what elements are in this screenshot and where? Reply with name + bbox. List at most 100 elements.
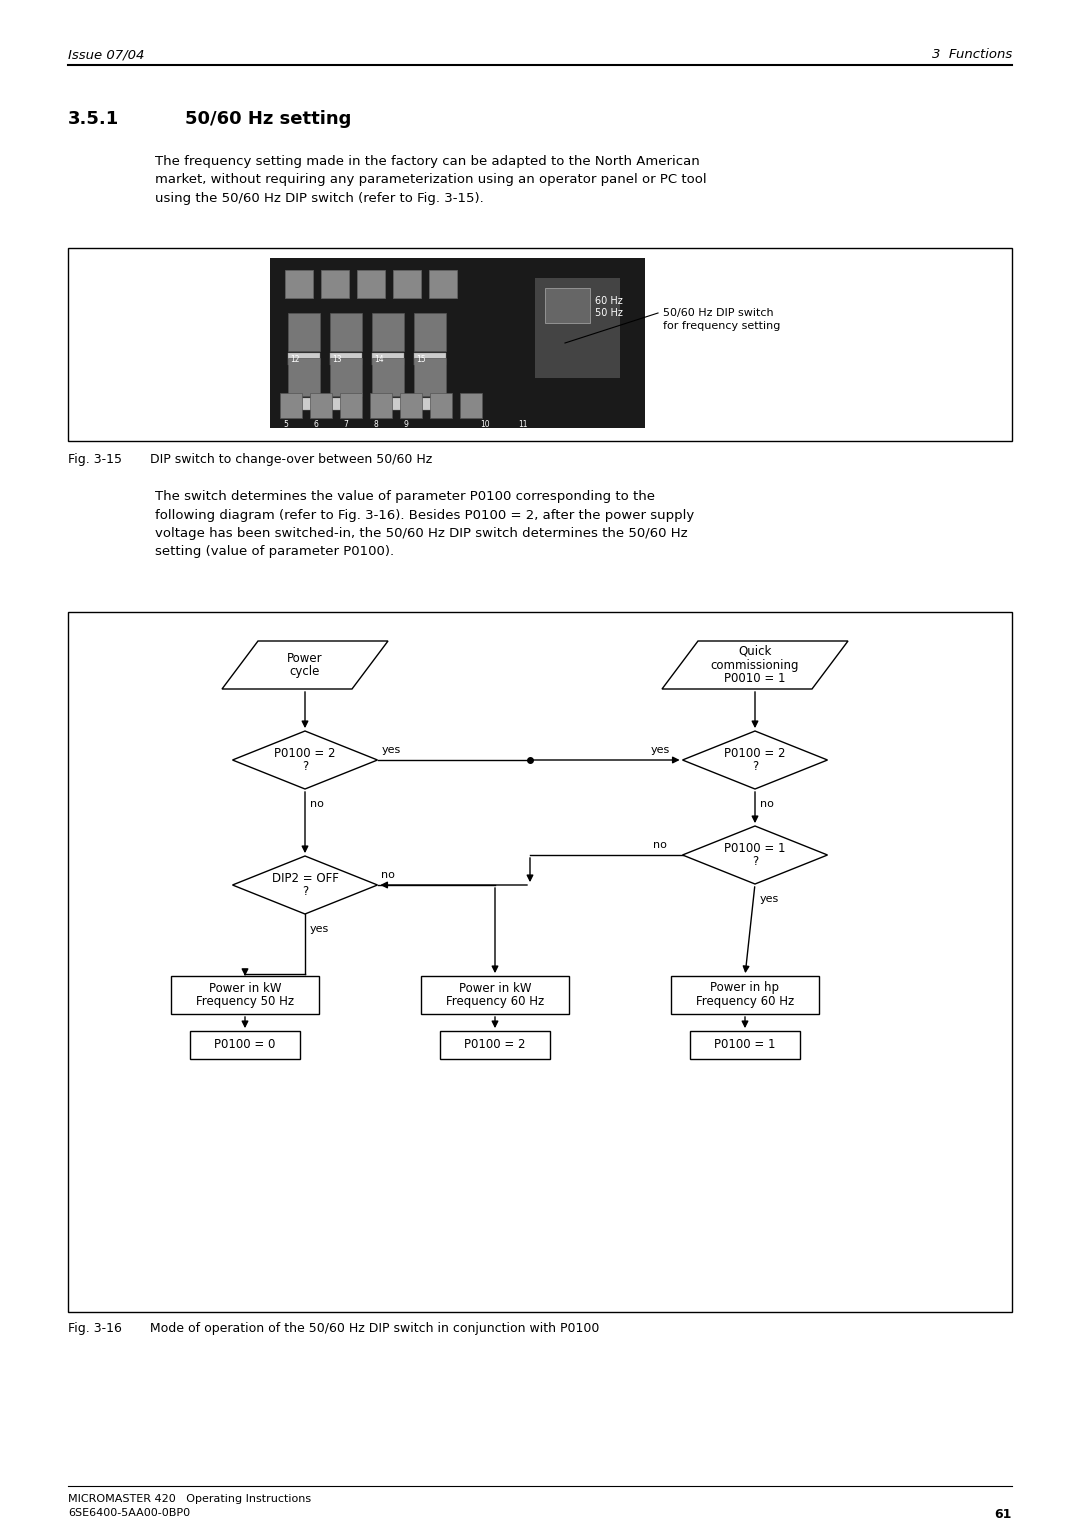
Text: P0100 = 1: P0100 = 1 bbox=[725, 842, 786, 856]
Text: yes: yes bbox=[760, 894, 780, 905]
Bar bbox=[171, 976, 319, 1015]
Text: yes: yes bbox=[381, 746, 401, 755]
Bar bbox=[690, 1031, 800, 1059]
Text: 6SE6400-5AA00-0BP0: 6SE6400-5AA00-0BP0 bbox=[68, 1508, 190, 1517]
Text: Power in hp: Power in hp bbox=[711, 981, 780, 995]
Bar bbox=[372, 397, 404, 410]
Text: 5: 5 bbox=[284, 420, 288, 429]
Bar bbox=[421, 976, 569, 1015]
Text: P0100 = 1: P0100 = 1 bbox=[714, 1039, 775, 1051]
Bar bbox=[68, 613, 1012, 1313]
Text: Power: Power bbox=[287, 651, 323, 665]
Bar bbox=[372, 313, 404, 351]
Polygon shape bbox=[232, 730, 378, 788]
Bar bbox=[414, 313, 446, 351]
Bar bbox=[460, 393, 482, 419]
Text: 10: 10 bbox=[481, 420, 490, 429]
Text: The frequency setting made in the factory can be adapted to the North American
m: The frequency setting made in the factor… bbox=[156, 154, 706, 205]
Bar bbox=[429, 270, 457, 298]
Text: P0100 = 2: P0100 = 2 bbox=[464, 1039, 526, 1051]
Bar bbox=[357, 270, 384, 298]
Text: Frequency 50 Hz: Frequency 50 Hz bbox=[195, 996, 294, 1008]
Bar bbox=[330, 397, 362, 410]
Bar bbox=[68, 248, 1012, 442]
Text: 14: 14 bbox=[374, 354, 383, 364]
Bar bbox=[414, 353, 446, 365]
Text: cycle: cycle bbox=[289, 666, 320, 678]
Bar bbox=[288, 397, 320, 410]
Text: P0100 = 2: P0100 = 2 bbox=[274, 747, 336, 759]
Bar bbox=[660, 309, 789, 358]
Bar bbox=[535, 278, 620, 377]
Bar bbox=[288, 358, 320, 396]
Bar bbox=[370, 393, 392, 419]
Bar bbox=[330, 353, 362, 365]
Text: Power in kW: Power in kW bbox=[459, 981, 531, 995]
Text: 8: 8 bbox=[374, 420, 378, 429]
Bar bbox=[310, 393, 332, 419]
Text: The switch determines the value of parameter P0100 corresponding to the
followin: The switch determines the value of param… bbox=[156, 490, 694, 559]
Text: 7: 7 bbox=[343, 420, 349, 429]
Text: 50/60 Hz DIP switch
for frequency setting: 50/60 Hz DIP switch for frequency settin… bbox=[663, 309, 781, 332]
Polygon shape bbox=[222, 642, 388, 689]
Text: 15: 15 bbox=[416, 354, 426, 364]
Text: ?: ? bbox=[302, 885, 308, 898]
Polygon shape bbox=[662, 642, 848, 689]
Text: no: no bbox=[310, 799, 324, 808]
Bar bbox=[330, 313, 362, 351]
Text: yes: yes bbox=[310, 924, 329, 934]
Text: MICROMASTER 420   Operating Instructions: MICROMASTER 420 Operating Instructions bbox=[68, 1494, 311, 1504]
Bar bbox=[372, 358, 404, 396]
Polygon shape bbox=[683, 730, 827, 788]
Text: ?: ? bbox=[752, 856, 758, 868]
Text: Frequency 60 Hz: Frequency 60 Hz bbox=[696, 996, 794, 1008]
Bar bbox=[372, 353, 404, 365]
Text: commissioning: commissioning bbox=[711, 659, 799, 671]
Bar bbox=[190, 1031, 300, 1059]
Bar bbox=[671, 976, 819, 1015]
Text: 60 Hz: 60 Hz bbox=[595, 296, 623, 306]
Bar bbox=[330, 358, 362, 396]
Text: P0010 = 1: P0010 = 1 bbox=[725, 672, 786, 686]
Text: 12: 12 bbox=[291, 354, 300, 364]
Text: no: no bbox=[652, 840, 666, 850]
Text: 61: 61 bbox=[995, 1508, 1012, 1520]
Text: 9: 9 bbox=[404, 420, 408, 429]
Text: Frequency 60 Hz: Frequency 60 Hz bbox=[446, 996, 544, 1008]
Bar bbox=[321, 270, 349, 298]
Bar bbox=[400, 393, 422, 419]
Text: 3.5.1: 3.5.1 bbox=[68, 110, 119, 128]
Text: Fig. 3-15       DIP switch to change-over between 50/60 Hz: Fig. 3-15 DIP switch to change-over betw… bbox=[68, 452, 432, 466]
Bar bbox=[280, 393, 302, 419]
Bar bbox=[270, 258, 645, 428]
Text: DIP2 = OFF: DIP2 = OFF bbox=[271, 872, 338, 885]
Text: Issue 07/04: Issue 07/04 bbox=[68, 47, 145, 61]
Text: 6: 6 bbox=[313, 420, 319, 429]
Bar bbox=[440, 1031, 550, 1059]
Bar bbox=[414, 397, 446, 410]
Text: 3  Functions: 3 Functions bbox=[932, 47, 1012, 61]
Text: Fig. 3-16       Mode of operation of the 50/60 Hz DIP switch in conjunction with: Fig. 3-16 Mode of operation of the 50/60… bbox=[68, 1322, 599, 1335]
Text: 50/60 Hz setting: 50/60 Hz setting bbox=[185, 110, 351, 128]
Bar bbox=[393, 270, 421, 298]
Text: 13: 13 bbox=[333, 354, 341, 364]
Text: ?: ? bbox=[752, 759, 758, 773]
Text: 50 Hz: 50 Hz bbox=[595, 309, 623, 318]
Polygon shape bbox=[232, 856, 378, 914]
Bar bbox=[288, 313, 320, 351]
Text: Quick: Quick bbox=[739, 645, 772, 657]
Text: ?: ? bbox=[302, 759, 308, 773]
Bar bbox=[288, 353, 320, 365]
Text: P0100 = 0: P0100 = 0 bbox=[214, 1039, 275, 1051]
Text: no: no bbox=[381, 869, 395, 880]
Text: yes: yes bbox=[650, 746, 670, 755]
Text: 11: 11 bbox=[518, 420, 528, 429]
Polygon shape bbox=[683, 827, 827, 885]
Bar bbox=[414, 358, 446, 396]
Bar bbox=[430, 393, 453, 419]
Bar bbox=[545, 287, 590, 322]
Text: P0100 = 2: P0100 = 2 bbox=[725, 747, 786, 759]
Bar bbox=[285, 270, 313, 298]
Bar bbox=[340, 393, 362, 419]
Text: Power in kW: Power in kW bbox=[208, 981, 281, 995]
